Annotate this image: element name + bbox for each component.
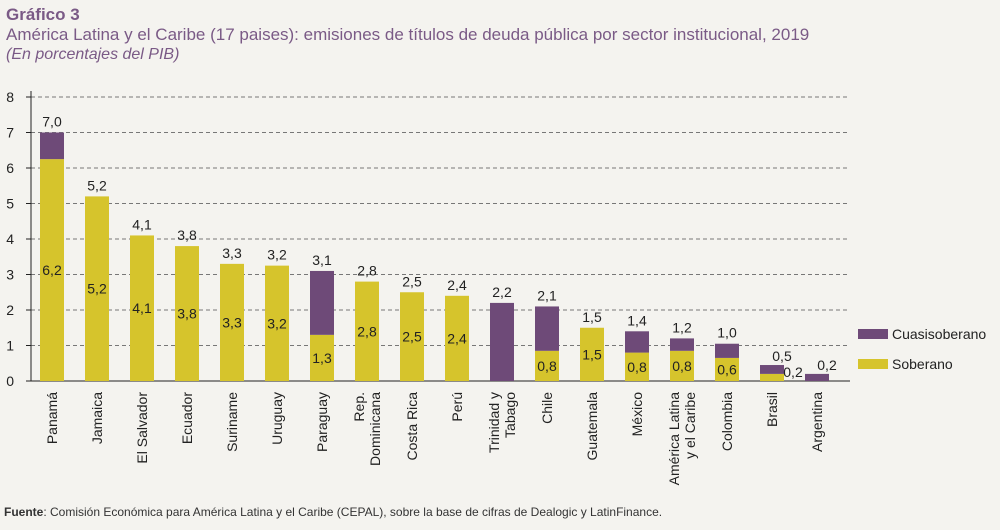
y-tick-label: 0 (6, 373, 14, 389)
total-label: 0,5 (772, 348, 792, 364)
total-label: 0,2 (817, 357, 837, 373)
bar-soberano (670, 350, 694, 381)
soberano-value-label: 5,2 (87, 281, 107, 297)
soberano-value-label: 0,8 (672, 358, 692, 374)
figure-subtitle: (En porcentajes del PIB) (6, 46, 180, 63)
total-label: 7,0 (42, 114, 62, 130)
category-label: Uruguay (269, 392, 285, 445)
category-label: Panamá (44, 392, 60, 444)
legend-label-cuasisoberano: Cuasisoberano (892, 326, 986, 342)
total-label: 3,3 (222, 245, 242, 261)
soberano-value-label: 2,4 (447, 330, 467, 346)
total-label: 2,5 (402, 273, 422, 289)
bar-soberano (85, 196, 109, 381)
figure-header: Gráfico 3 América Latina y el Caribe (17… (6, 5, 809, 65)
bar-soberano (265, 265, 289, 381)
category-label: Guatemala (584, 392, 600, 461)
bar-soberano (40, 159, 64, 381)
y-tick-label: 5 (6, 196, 14, 212)
total-label: 2,4 (447, 277, 467, 293)
bar-cuasisoberano (760, 365, 784, 374)
bar-soberano (715, 357, 739, 381)
total-label: 3,2 (267, 247, 287, 263)
total-label: 3,1 (312, 252, 332, 268)
bar-cuasisoberano (310, 270, 334, 335)
bar-cuasisoberano (490, 302, 514, 381)
soberano-value-label: 4,1 (132, 300, 152, 316)
soberano-value-label: 3,3 (222, 314, 242, 330)
category-label: Perú (449, 392, 465, 422)
source-text: : Comisión Económica para América Latina… (43, 505, 663, 519)
category-label: Jamaica (89, 392, 105, 444)
category-label: América Latinay el Caribe (666, 392, 698, 486)
category-label: Trinidad yTabago (486, 392, 518, 453)
soberano-value-label: 2,5 (402, 329, 422, 345)
total-label: 2,8 (357, 263, 377, 279)
bar-soberano (220, 263, 244, 381)
category-label: Argentina (809, 392, 825, 452)
soberano-value-label: 1,3 (312, 350, 332, 366)
soberano-value-label: 3,8 (177, 306, 197, 322)
source-note: Fuente: Comisión Económica para América … (4, 505, 662, 519)
total-label: 1,4 (627, 312, 647, 328)
source-label: Fuente (4, 505, 44, 519)
y-tick-label: 6 (6, 160, 14, 176)
category-label: Brasil (764, 392, 780, 427)
figure-title: América Latina y el Caribe (17 paises): … (6, 25, 810, 44)
category-label: El Salvador (134, 392, 150, 464)
stacked-bar-chart: 0 1 2 3 4 5 6 7 8 7,0 6,2 Panamá 5,2 5,2 Jamaica 4,1 4,1… (6, 89, 986, 486)
total-label: 3,8 (177, 227, 197, 243)
bar-cuasisoberano (670, 338, 694, 351)
bar-soberano (310, 334, 334, 381)
soberano-value-label: 6,2 (42, 262, 62, 278)
bar-soberano (580, 327, 604, 381)
soberano-value-label: 0,8 (537, 358, 557, 374)
legend-swatch-cuasisoberano (858, 329, 888, 339)
y-tick-label: 1 (6, 338, 14, 354)
total-label: 2,1 (537, 287, 557, 303)
bar-cuasisoberano (535, 306, 559, 351)
bar-cuasisoberano (805, 373, 829, 381)
figure-label: Gráfico 3 (6, 5, 80, 24)
bar-soberano (400, 292, 424, 381)
legend-label-soberano: Soberano (892, 356, 953, 372)
soberano-value-label: 0,2 (783, 364, 803, 380)
bar-cuasisoberano (715, 343, 739, 358)
y-tick-label: 7 (6, 125, 14, 141)
total-label: 2,2 (492, 284, 512, 300)
bar-soberano (445, 295, 469, 381)
y-tick-label: 4 (6, 231, 14, 247)
category-label: Paraguay (314, 392, 330, 452)
y-tick-label: 3 (6, 267, 14, 283)
category-label: Ecuador (179, 392, 195, 444)
soberano-value-label: 0,8 (627, 359, 647, 375)
y-tick-label: 2 (6, 302, 14, 318)
category-label: Costa Rica (404, 392, 420, 461)
soberano-value-label: 1,5 (582, 346, 602, 362)
category-label: Suriname (224, 392, 240, 452)
category-label: Rep.Dominicana (351, 392, 383, 466)
legend-swatch-soberano (858, 359, 888, 369)
bar-soberano (760, 373, 784, 381)
category-label: Chile (539, 392, 555, 424)
bar-soberano (535, 350, 559, 381)
total-label: 1,0 (717, 325, 737, 341)
total-label: 1,5 (582, 309, 602, 325)
soberano-value-label: 3,2 (267, 315, 287, 331)
total-label: 1,2 (672, 319, 692, 335)
bar-soberano (625, 352, 649, 381)
bar-soberano (355, 281, 379, 381)
total-label: 4,1 (132, 216, 152, 232)
bar-cuasisoberano (40, 132, 64, 160)
category-label: México (629, 392, 645, 437)
bar-soberano (175, 246, 199, 381)
category-label: Colombia (719, 392, 735, 451)
soberano-value-label: 0,6 (717, 361, 737, 377)
bar-cuasisoberano (625, 331, 649, 353)
soberano-value-label: 2,8 (357, 323, 377, 339)
bar-soberano (130, 235, 154, 381)
total-label: 5,2 (87, 177, 107, 193)
y-tick-label: 8 (6, 89, 14, 105)
